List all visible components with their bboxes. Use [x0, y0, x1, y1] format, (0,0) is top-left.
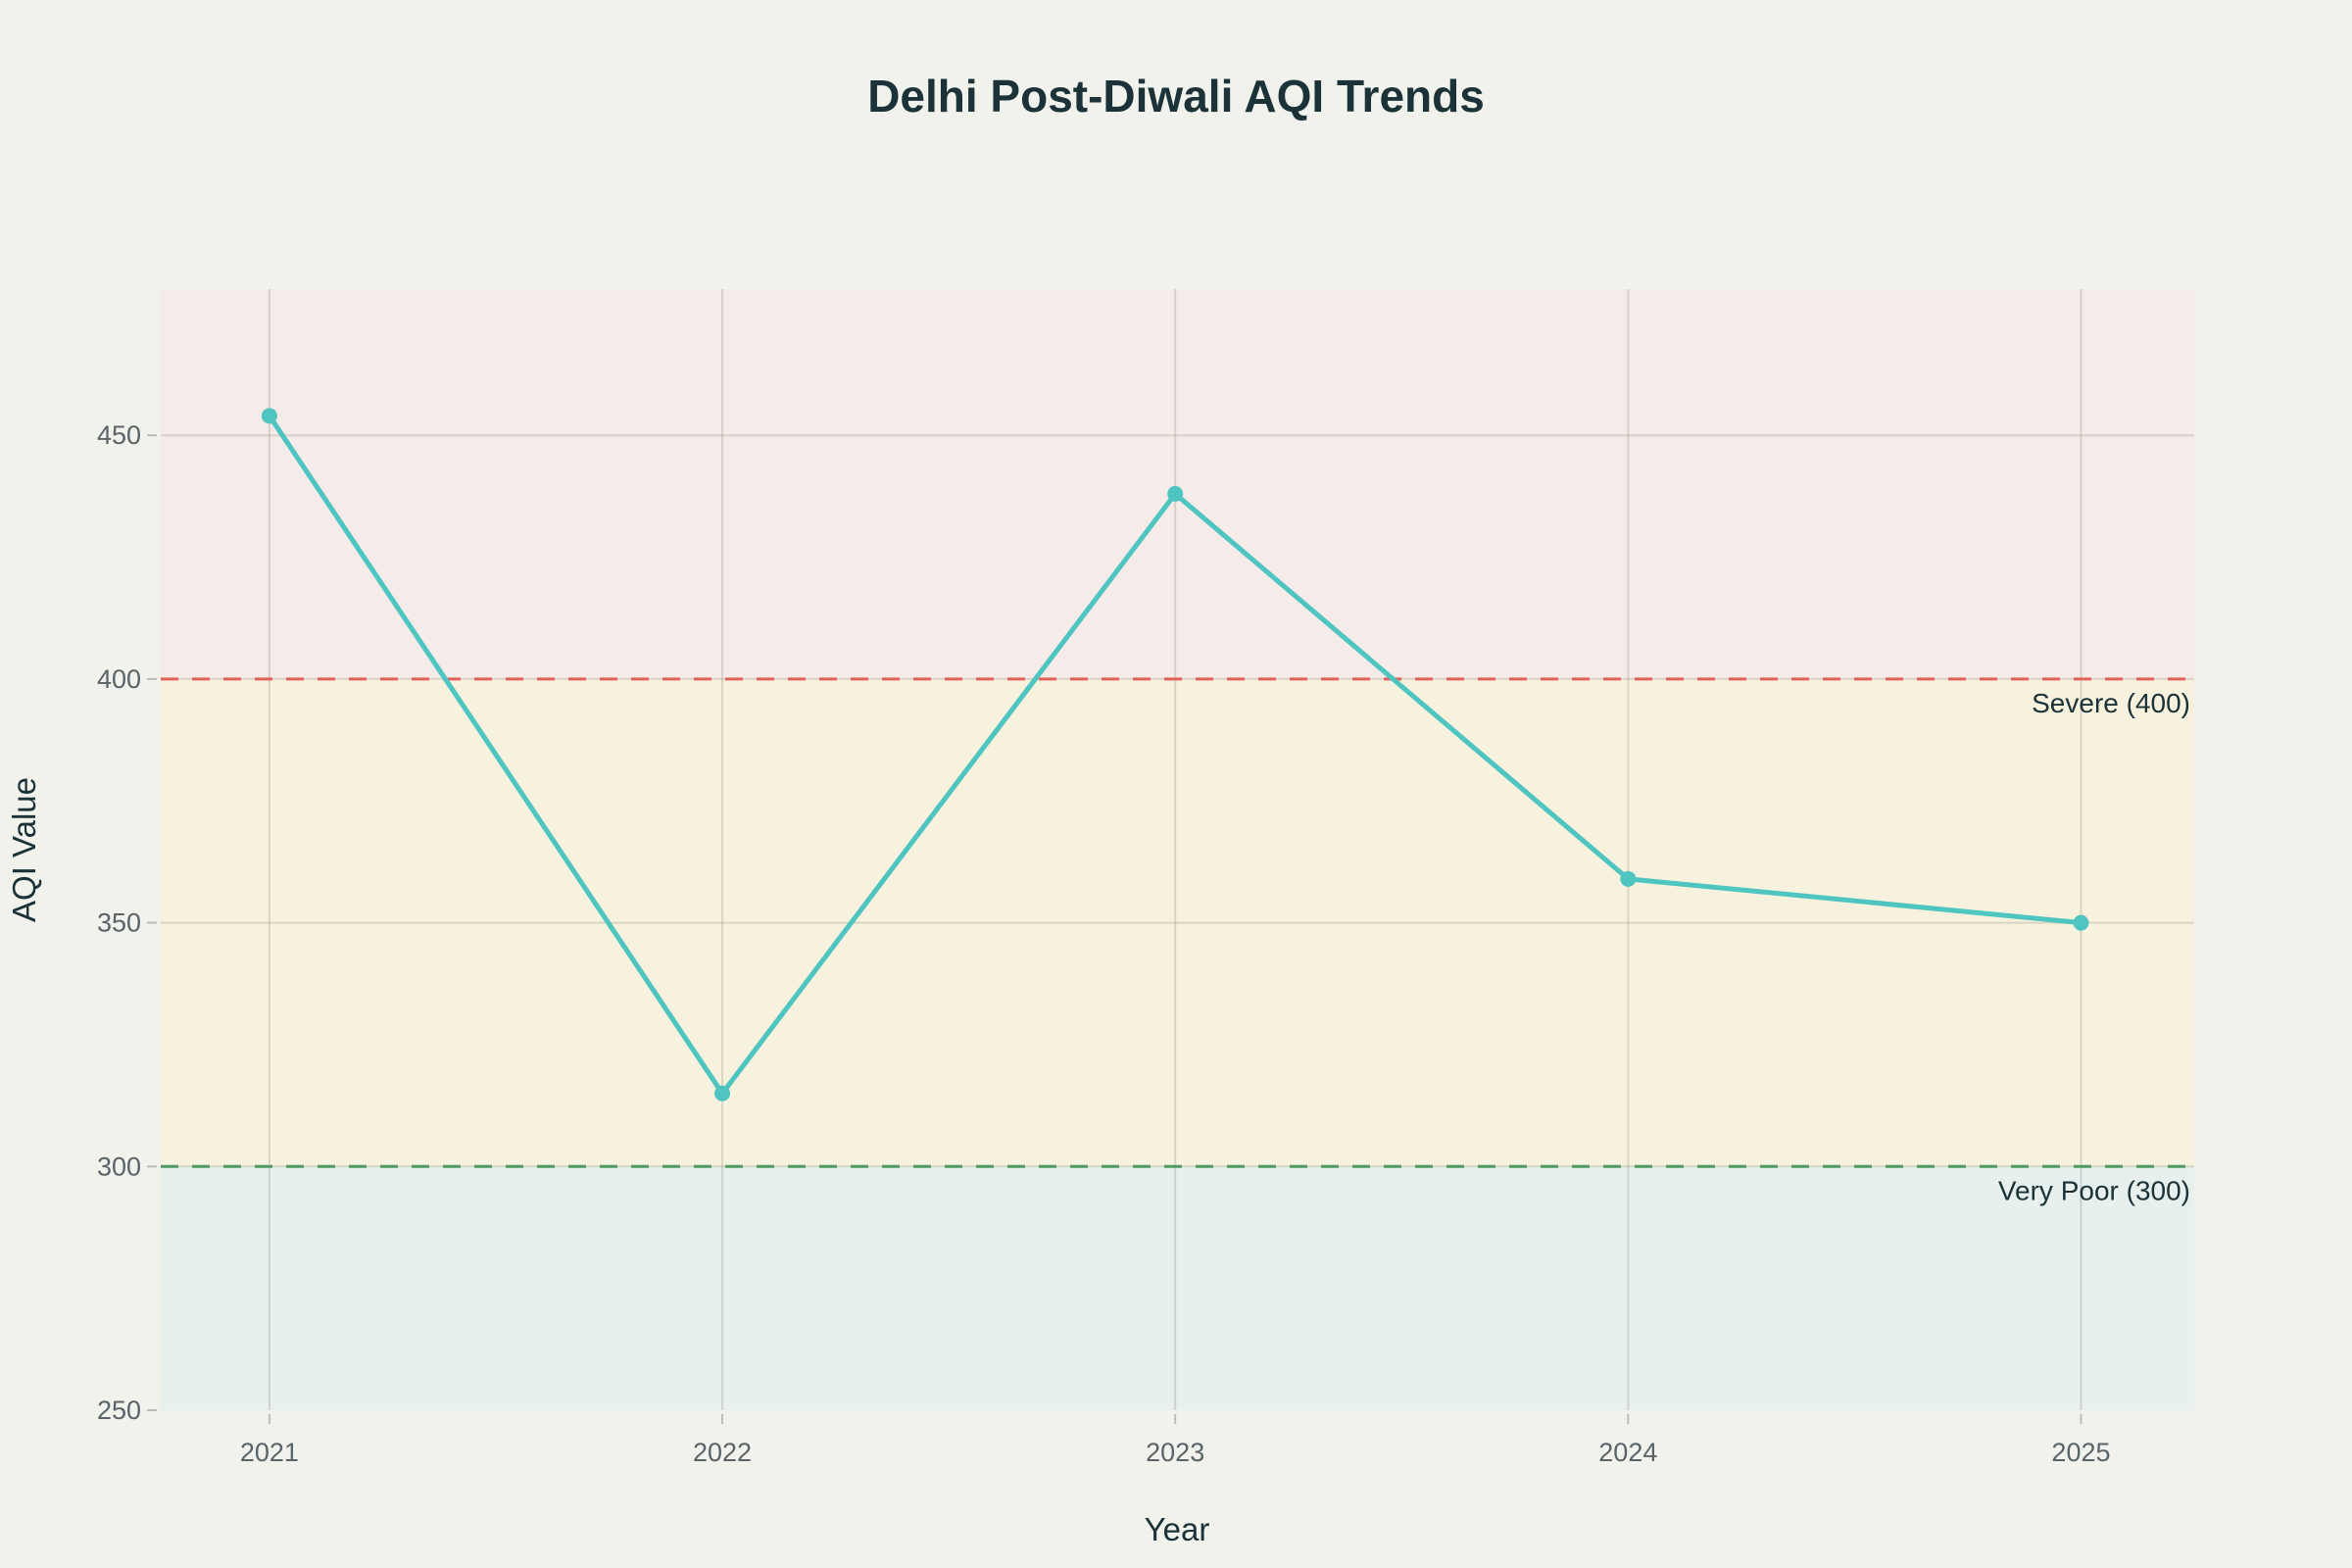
- y-tick-label: 450: [97, 420, 141, 450]
- data-point-2023: [1167, 485, 1184, 502]
- x-tick-label: 2024: [1598, 1438, 1657, 1467]
- threshold-label-300: Very Poor (300): [1998, 1175, 2190, 1205]
- y-tick-label: 250: [97, 1396, 141, 1425]
- aqi-band-2: [161, 1166, 2194, 1410]
- x-tick-label: 2021: [240, 1438, 299, 1467]
- data-point-2021: [261, 408, 277, 424]
- x-tick-label: 2023: [1146, 1438, 1204, 1467]
- data-point-2024: [1620, 870, 1637, 887]
- data-point-2022: [714, 1085, 731, 1102]
- y-axis-ticks: 250 300 350 400 450: [97, 420, 157, 1425]
- y-tick-label: 300: [97, 1152, 141, 1181]
- x-tick-label: 2025: [2051, 1438, 2110, 1467]
- y-tick-label: 350: [97, 908, 141, 938]
- chart-title: Delhi Post-Diwali AQI Trends: [867, 71, 1485, 122]
- x-tick-label: 2022: [693, 1438, 752, 1467]
- aqi-band-0: [161, 289, 2194, 679]
- x-axis-ticks: 2021 2022 2023 2024 2025: [240, 1414, 2111, 1467]
- threshold-label-400: Severe (400): [2032, 688, 2190, 718]
- y-axis-title: AQI Value: [6, 777, 42, 922]
- threshold-lines: Severe (400) Very Poor (300): [161, 677, 2194, 1205]
- aqi-bands: [161, 289, 2194, 1410]
- series-line: [261, 408, 2089, 1102]
- data-point-2025: [2073, 914, 2089, 931]
- y-tick-label: 400: [97, 664, 141, 694]
- x-axis-title: Year: [1145, 1511, 1210, 1547]
